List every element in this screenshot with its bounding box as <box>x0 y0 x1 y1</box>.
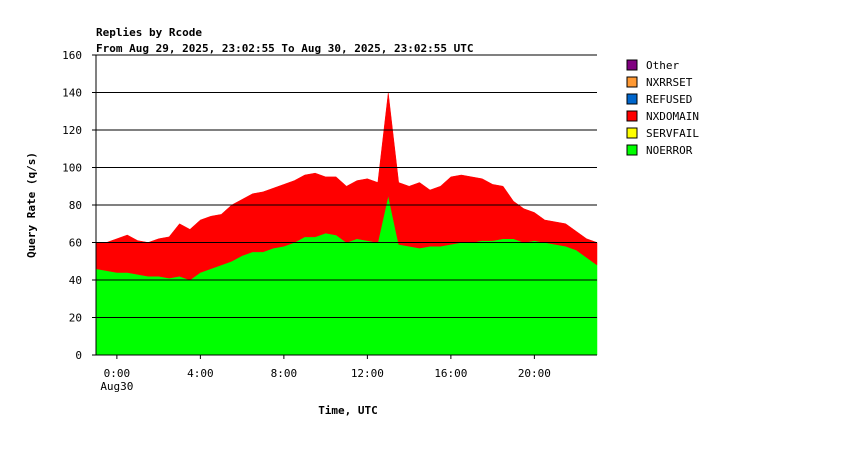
x-axis-title: Time, UTC <box>318 404 378 417</box>
x-tick-label: 16:00 <box>434 367 467 380</box>
chart-subtitle: From Aug 29, 2025, 23:02:55 To Aug 30, 2… <box>96 42 474 55</box>
legend-swatch-refused <box>626 93 638 105</box>
legend-label-servfail: SERVFAIL <box>646 127 699 140</box>
x-tick-label: 12:00 <box>351 367 384 380</box>
y-tick-label: 20 <box>69 312 82 325</box>
y-tick-label: 0 <box>75 349 82 362</box>
legend-swatch-noerror <box>626 144 638 156</box>
legend: Other NXRRSET REFUSED NXDOMAIN SERVFAIL NOERR… <box>626 59 699 157</box>
legend-label-nxrrset: NXRRSET <box>646 76 693 89</box>
legend-swatch-nxrrset <box>626 76 638 88</box>
legend-label-refused: REFUSED <box>646 93 692 106</box>
legend-label-noerror: NOERROR <box>646 144 693 157</box>
plot-areas <box>95 92 598 356</box>
chart-title: Replies by Rcode <box>96 26 202 39</box>
x-tick-label: 20:00 <box>518 367 551 380</box>
x-tick-label: 0:00 <box>104 367 131 380</box>
grid-lines <box>96 54 597 318</box>
legend-swatch-other <box>626 59 638 71</box>
x-tick-label: 8:00 <box>271 367 298 380</box>
legend-label-nxdomain: NXDOMAIN <box>646 110 699 123</box>
y-tick-label: 40 <box>69 274 82 287</box>
legend-swatch-nxdomain <box>626 110 638 122</box>
y-tick-label: 120 <box>62 124 82 137</box>
y-tick-label: 140 <box>62 87 82 100</box>
x-tick-sublabel: Aug30 <box>100 380 133 393</box>
y-axis-title: Query Rate (q/s) <box>25 152 38 258</box>
y-tick-label: 100 <box>62 162 82 175</box>
legend-label-other: Other <box>646 59 679 72</box>
y-tick-label: 60 <box>69 237 82 250</box>
y-tick-label: 160 <box>62 49 82 62</box>
y-tick-label: 80 <box>69 199 82 212</box>
legend-swatch-servfail <box>626 127 638 139</box>
x-tick-label: 4:00 <box>187 367 214 380</box>
y-axis-ticks: 0 20 40 60 80 100 120 140 160 <box>62 49 96 362</box>
